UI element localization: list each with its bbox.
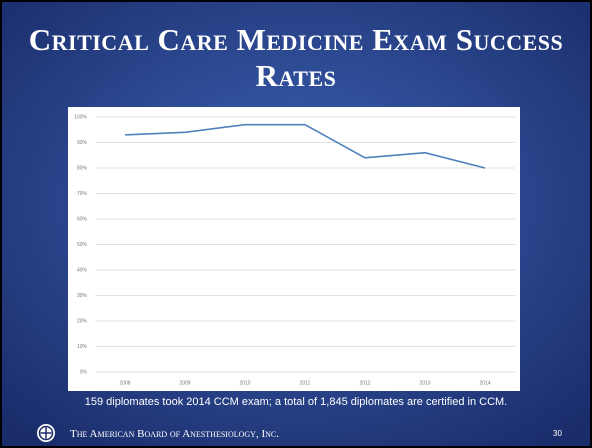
x-tick-label: 2011 <box>300 380 311 386</box>
y-tick-label: 50% <box>77 242 88 248</box>
y-tick-label: 100% <box>74 114 87 120</box>
page-number: 30 <box>553 429 562 438</box>
y-tick-label: 90% <box>77 140 88 146</box>
caption: 159 diplomates took 2014 CCM exam; a tot… <box>84 396 508 408</box>
y-tick-label: 40% <box>77 267 88 273</box>
x-tick-label: 2014 <box>479 380 490 386</box>
data-line <box>124 123 486 169</box>
y-tick-label: 20% <box>77 318 88 324</box>
x-tick-label: 2010 <box>239 380 250 386</box>
y-tick-label: 0% <box>80 369 88 375</box>
x-tick-label: 2009 <box>179 380 190 386</box>
footer: The American Board of Anesthesiology, In… <box>70 428 279 440</box>
y-tick-label: 60% <box>77 216 88 222</box>
y-tick-label: 80% <box>77 165 88 171</box>
x-tick-label: 2008 <box>119 380 130 386</box>
x-tick-label: 2013 <box>419 380 430 386</box>
logo <box>37 424 55 442</box>
y-tick-label: 70% <box>77 191 88 197</box>
y-tick-label: 10% <box>77 344 88 350</box>
y-tick-label: 30% <box>77 293 88 299</box>
slide-title: Critical Care Medicine Exam Success Rate… <box>28 22 564 93</box>
chart-area <box>68 107 520 391</box>
x-tick-label: 2012 <box>359 380 370 386</box>
